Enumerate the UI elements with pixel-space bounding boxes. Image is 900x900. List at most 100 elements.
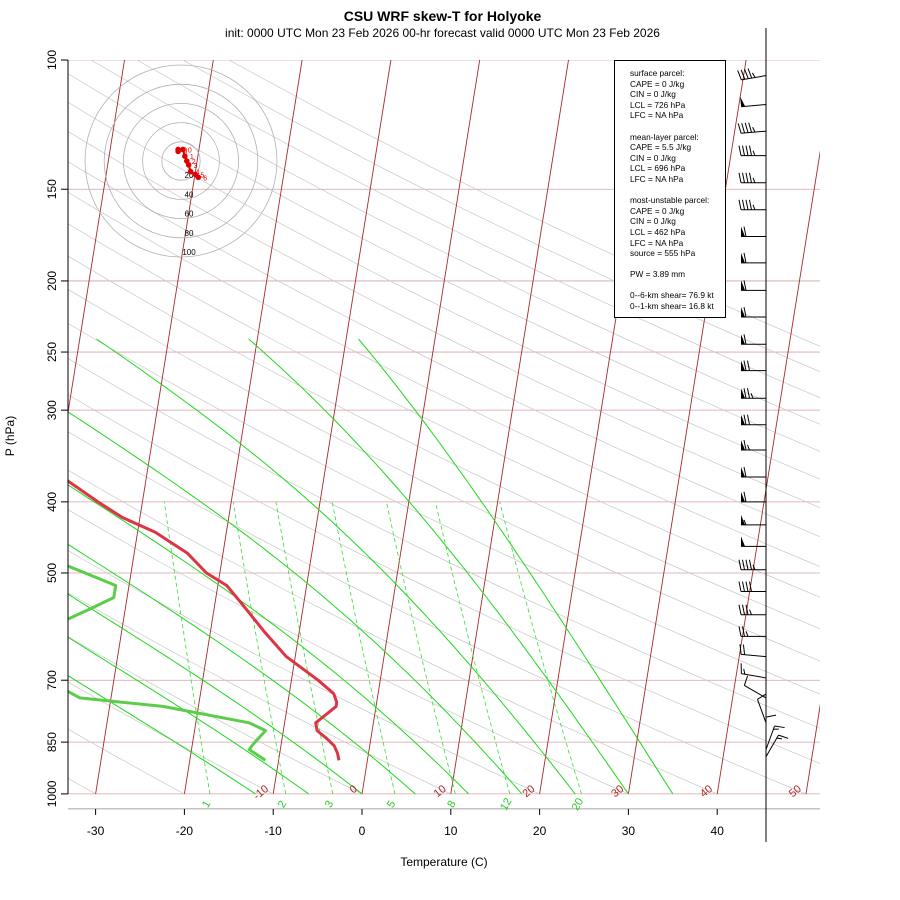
wind-barb-feather: [747, 360, 750, 371]
isotherm-line: [183, 60, 303, 794]
dry-adiabat-line: [136, 60, 820, 399]
dry-adiabat-line: [68, 431, 807, 795]
isotherm-line: [272, 60, 392, 794]
wind-barb-feather: [750, 393, 754, 399]
wind-barb-flag: [741, 360, 745, 371]
wind-barb-feather: [742, 559, 745, 570]
moist-adiabat-line: [248, 338, 629, 795]
wind-barb-feather: [742, 604, 745, 615]
wind-barb-staff: [741, 75, 767, 81]
wind-barb-flag: [741, 440, 745, 451]
dry-adiabat-line: [68, 592, 451, 795]
wind-barb-feather: [752, 564, 756, 570]
wind-barb: [738, 581, 766, 593]
mixing-ratio-line: [331, 501, 396, 794]
wind-barb-staff: [741, 130, 767, 134]
wind-barb-feather: [737, 123, 742, 134]
wind-barb-feather: [745, 581, 749, 592]
wind-barb: [741, 536, 766, 547]
hodograph-point-label: 0: [188, 147, 192, 154]
wind-barb: [738, 172, 766, 184]
wind-barb: [738, 145, 766, 157]
wind-barb-feather: [742, 145, 745, 156]
most-unstable-parcel-block: most-unstable parcel: CAPE = 0 J/kg CIN …: [630, 195, 710, 259]
wind-barb: [741, 514, 766, 526]
wind-barb-feather: [743, 519, 747, 526]
hodograph-point: [180, 146, 186, 153]
wind-barb: [741, 306, 766, 318]
wind-barb: [741, 334, 766, 345]
isotherm-line: [361, 60, 481, 794]
hodograph-ring: [103, 83, 259, 239]
moist-adiabat-line: [68, 484, 469, 795]
mean-layer-parcel-block: mean-layer parcel: CAPE = 5.5 J/kg CIN =…: [630, 131, 699, 184]
mixing-ratio-label: 12: [498, 796, 515, 813]
x-tick-label: -20: [176, 824, 194, 838]
wind-barb-staff: [741, 673, 767, 679]
dry-adiabat-line: [68, 469, 718, 795]
wind-barb-feather: [743, 414, 747, 425]
y-tick-label: 300: [45, 400, 59, 420]
wind-barb-feather: [752, 150, 756, 156]
y-tick-label: 850: [45, 732, 59, 752]
hodograph-point: [195, 174, 202, 181]
y-axis-label: P (hPa): [3, 416, 17, 456]
wind-barb-feather: [743, 388, 747, 399]
wind-barb-flag: [741, 491, 745, 502]
dry-adiabat-line: [68, 288, 820, 662]
wind-barb-feather: [743, 226, 747, 237]
wind-barb: [741, 252, 766, 264]
wind-barb: [738, 199, 766, 211]
hodograph-ring-label: 20: [185, 171, 194, 180]
wind-barb: [740, 663, 767, 679]
chart-subtitle: init: 0000 UTC Mon 23 Feb 2026 00-hr for…: [0, 26, 885, 40]
wind-barb-feather: [743, 491, 747, 502]
hodograph-point-label: 6: [203, 175, 207, 182]
isotherm-line: [95, 60, 214, 794]
wind-barb-feather: [738, 559, 742, 570]
dry-adiabat-line: [68, 131, 820, 509]
mixing-ratio-line: [163, 501, 211, 794]
wind-barb-flag: [741, 388, 745, 399]
wind-barb-flag: [741, 536, 745, 547]
dry-adiabat-line: [68, 509, 629, 795]
wind-barb-feather: [742, 644, 746, 655]
dry-adiabat-line: [68, 394, 820, 764]
wind-barb-feather: [745, 145, 749, 156]
wind-barb-feather: [741, 123, 746, 134]
wind-barb-feather: [749, 581, 752, 592]
surface-parcel-block: surface parcel: CAPE = 0 J/kg CIN = 0 J/…: [630, 68, 686, 121]
dry-adiabat-line: [68, 101, 820, 480]
wind-barb-feather: [751, 72, 756, 78]
y-tick-label: 1000: [45, 780, 59, 807]
hodograph-point: [185, 162, 192, 168]
wind-barb: [765, 714, 777, 743]
wind-barb: [741, 226, 766, 238]
hodograph-ring-label: 80: [185, 229, 194, 238]
wind-barb: [741, 360, 766, 372]
moist-adiabat-line: [68, 411, 523, 795]
dry-adiabat-line: [68, 322, 820, 695]
wind-barb-flag: [741, 514, 745, 525]
wind-barb: [737, 122, 767, 134]
wind-barb-feather: [749, 145, 752, 156]
wind-barb-feather: [749, 609, 752, 615]
isotherm-label: -10: [251, 783, 271, 802]
y-tick-label: 700: [45, 670, 59, 690]
wind-barb-feather: [749, 172, 752, 183]
wind-barb: [738, 604, 766, 616]
dry-adiabat-line: [68, 161, 820, 538]
wind-barb-feather: [745, 604, 749, 615]
isotherm-label: 20: [520, 783, 537, 800]
y-tick-label: 500: [45, 563, 59, 583]
wind-barb-feather: [743, 466, 747, 478]
wind-barb: [765, 734, 789, 758]
moist-adiabat-line: [96, 338, 576, 795]
isotherm-label: 30: [609, 783, 626, 800]
wind-barb-feather: [747, 68, 753, 79]
wind-barb-feather: [745, 199, 749, 210]
wind-barb-feather: [739, 644, 742, 655]
wind-barb-flag: [741, 252, 745, 263]
wind-barb: [756, 693, 767, 723]
